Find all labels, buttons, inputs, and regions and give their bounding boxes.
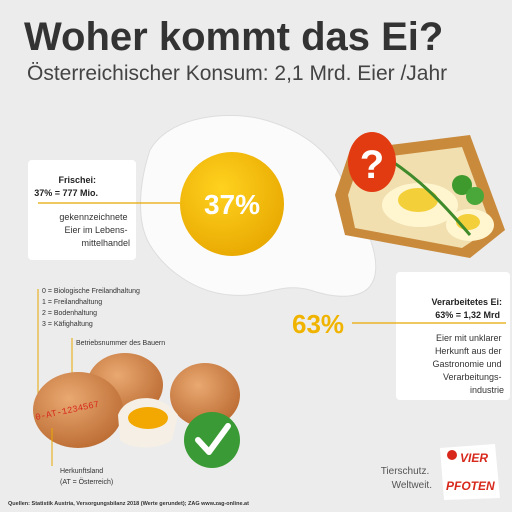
- red-egg: [348, 132, 396, 192]
- egg-yolk: [180, 152, 284, 256]
- description-line: Eier mit unklarer: [436, 333, 502, 343]
- parsley: [452, 175, 472, 195]
- cracked-egg-yolk: [128, 407, 168, 429]
- legend-line: 2 = Bodenhaltung: [42, 310, 97, 317]
- logo-text: VIER PFOTEN: [446, 451, 495, 493]
- chive: [389, 158, 472, 236]
- farm-label: Betriebsnummer des Bauern: [76, 340, 165, 347]
- parsley: [466, 187, 484, 205]
- legend-line: 3 = Käfighaltung: [42, 321, 93, 328]
- title: Woher kommt das Ei?: [24, 15, 443, 59]
- fresh-detail: 37% = 777 Mio.: [34, 188, 98, 198]
- country-line: (AT = Österreich): [60, 478, 113, 486]
- description-line: Eier im Lebens-: [64, 225, 127, 235]
- check-circle: [184, 412, 240, 468]
- fresh-percent: 37%: [204, 189, 260, 220]
- tagline-line: Tierschutz.: [381, 466, 430, 477]
- description-line: Gastronomie und: [432, 359, 501, 369]
- description-line: Verarbeitungs-: [443, 372, 502, 382]
- description-line: gekennzeichnete: [59, 212, 127, 222]
- processed-box: [396, 272, 510, 400]
- tagline-line: Weltweit.: [392, 480, 432, 491]
- check-mark: [195, 423, 231, 455]
- egg: [33, 372, 123, 448]
- source: Quellen: Statistik Austria, Versorgungsb…: [8, 501, 249, 507]
- subtitle: Österreichischer Konsum: 2,1 Mrd. Eier /…: [27, 62, 447, 85]
- description-line: Herkunft aus der: [435, 346, 502, 356]
- question-icon: ?: [360, 143, 384, 187]
- egg-slice-yolk: [398, 188, 438, 212]
- code-legend: 0 = Biologische Freilandhaltung 1 = Frei…: [42, 288, 142, 328]
- country-line: Herkunftsland: [60, 468, 103, 475]
- logo-line: VIER: [460, 451, 488, 465]
- processed-heading: Verarbeitetes Ei:: [431, 297, 502, 307]
- logo-line: PFOTEN: [446, 479, 495, 493]
- fresh-description: gekennzeichnete Eier im Lebens- mittelha…: [59, 212, 130, 248]
- fresh-heading: Frischei:: [58, 175, 96, 185]
- processed-detail: 63% = 1,32 Mrd: [435, 310, 500, 320]
- country-label: Herkunftsland (AT = Österreich): [60, 468, 113, 486]
- fresh-box: [28, 160, 136, 260]
- legend-line: 1 = Freilandhaltung: [42, 299, 102, 306]
- description-line: industrie: [470, 385, 504, 395]
- tagline: Tierschutz. Weltweit.: [381, 466, 432, 491]
- processed-description: Eier mit unklarer Herkunft aus der Gastr…: [432, 333, 504, 395]
- legend-line: 0 = Biologische Freilandhaltung: [42, 288, 140, 295]
- logo-paw: [447, 450, 457, 460]
- processed-percent: 63%: [292, 309, 344, 339]
- egg: [170, 363, 240, 427]
- description-line: mittelhandel: [81, 238, 130, 248]
